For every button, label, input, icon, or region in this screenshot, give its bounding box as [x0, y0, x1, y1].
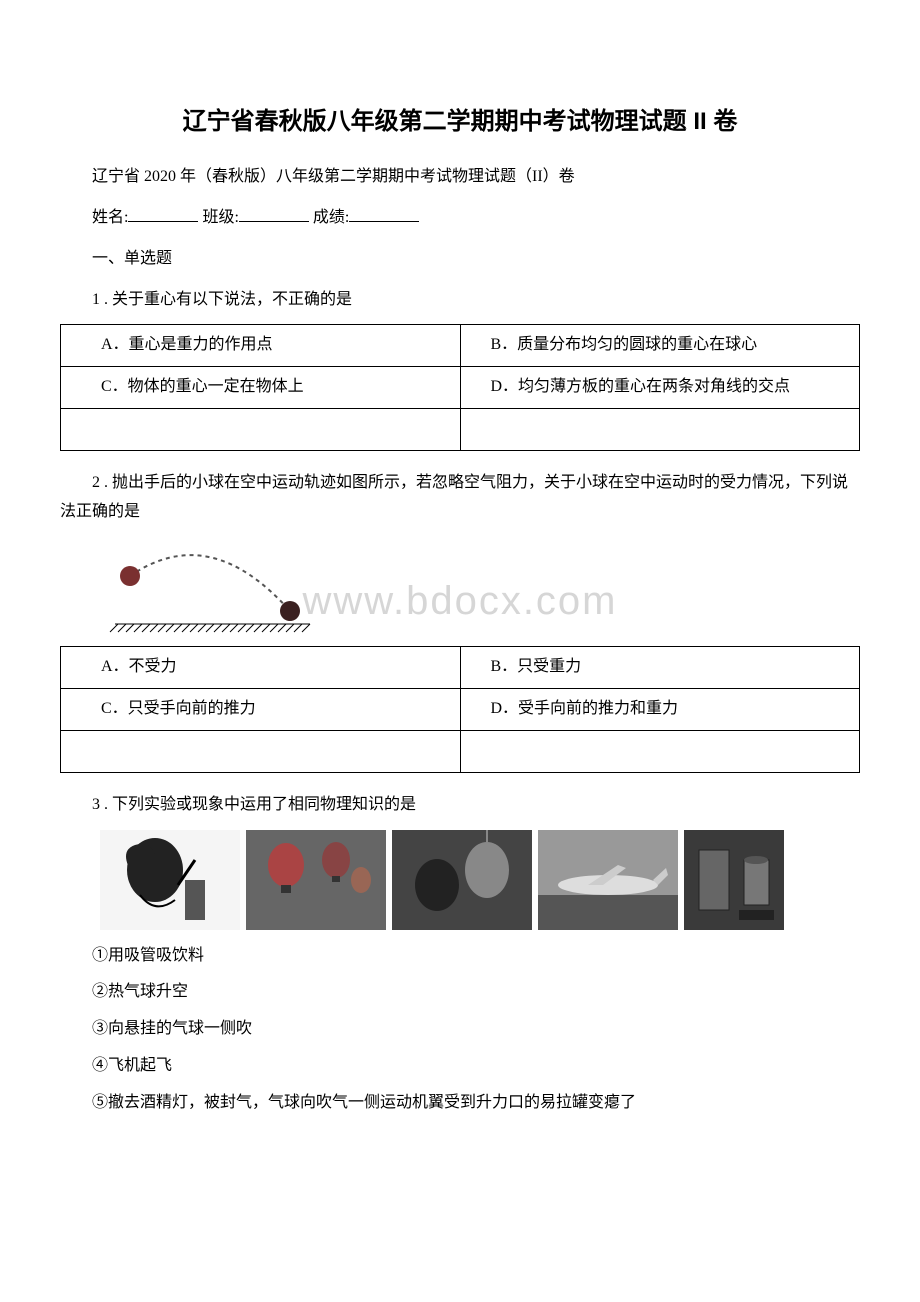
question-2-figure — [100, 536, 860, 636]
q3-item-1: ①用吸管吸饮料 — [60, 942, 860, 971]
q1-option-b: B．质量分布均匀的圆球的重心在球心 — [460, 325, 860, 367]
score-blank — [349, 206, 419, 222]
main-title: 辽宁省春秋版八年级第二学期期中考试物理试题 II 卷 — [60, 100, 860, 143]
section-header: 一、单选题 — [60, 245, 860, 274]
q2-empty-cell-left — [61, 730, 461, 772]
q2-option-a: A．不受力 — [61, 647, 461, 689]
class-blank — [239, 206, 309, 222]
q3-item-2: ②热气球升空 — [60, 978, 860, 1007]
q2-empty-cell-right — [460, 730, 860, 772]
question-3-text: 3 . 下列实验或现象中运用了相同物理知识的是 — [60, 791, 860, 820]
score-label: 成绩: — [313, 209, 349, 226]
q1-empty-cell-left — [61, 408, 461, 450]
name-blank — [128, 206, 198, 222]
figure-can-lamp — [684, 830, 784, 930]
q2-option-d: D．受手向前的推力和重力 — [460, 689, 860, 731]
q2-option-b: B．只受重力 — [460, 647, 860, 689]
q2-option-c: C．只受手向前的推力 — [61, 689, 461, 731]
question-2-options: A．不受力 B．只受重力 C．只受手向前的推力 D．受手向前的推力和重力 — [60, 646, 860, 772]
question-3-figures — [100, 830, 860, 930]
figure-straw-drink — [100, 830, 240, 930]
document-content: 辽宁省春秋版八年级第二学期期中考试物理试题 II 卷 辽宁省 2020 年（春秋… — [60, 100, 860, 1118]
q1-empty-cell-right — [460, 408, 860, 450]
ball-start — [120, 566, 140, 586]
q1-option-d: D．均匀薄方板的重心在两条对角线的交点 — [460, 367, 860, 409]
q1-option-c: C．物体的重心一定在物体上 — [61, 367, 461, 409]
trajectory-path — [130, 555, 290, 611]
q3-item-4: ④飞机起飞 — [60, 1052, 860, 1081]
trajectory-svg — [100, 536, 320, 636]
student-info-line: 姓名: 班级: 成绩: — [60, 204, 860, 233]
name-label: 姓名: — [92, 209, 128, 226]
figure-airplane — [538, 830, 678, 930]
question-2-text: 2 . 抛出手后的小球在空中运动轨迹如图所示，若忽略空气阻力，关于小球在空中运动… — [60, 469, 860, 527]
figure-blow-balloon — [392, 830, 532, 930]
q3-item-5: ⑤撤去酒精灯，被封气，气球向吹气一侧运动机翼受到升力口的易拉罐变瘪了 — [60, 1089, 860, 1118]
q3-item-3: ③向悬挂的气球一侧吹 — [60, 1015, 860, 1044]
class-label: 班级: — [202, 209, 238, 226]
question-1-text: 1 . 关于重心有以下说法，不正确的是 — [60, 286, 860, 315]
subtitle: 辽宁省 2020 年（春秋版）八年级第二学期期中考试物理试题（II）卷 — [60, 163, 860, 192]
ball-end — [280, 601, 300, 621]
question-1-options: A．重心是重力的作用点 B．质量分布均匀的圆球的重心在球心 C．物体的重心一定在… — [60, 324, 860, 450]
figure-hot-air-balloon — [246, 830, 386, 930]
q1-option-a: A．重心是重力的作用点 — [61, 325, 461, 367]
ground-hatching — [110, 624, 310, 632]
